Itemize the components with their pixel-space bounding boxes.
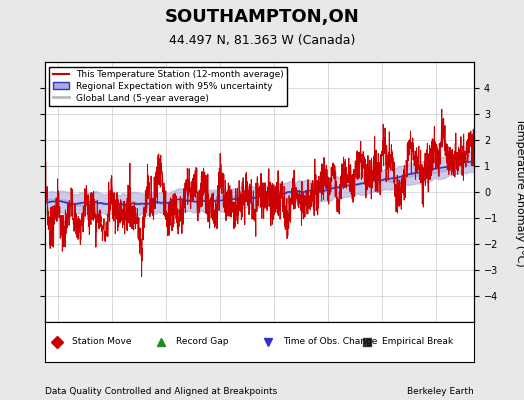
Text: Data Quality Controlled and Aligned at Breakpoints: Data Quality Controlled and Aligned at B… bbox=[45, 387, 277, 396]
Regional Expectation with 95% uncertainty bbox=[41, 200, 48, 204]
Global Land (5-year average) bbox=[452, 165, 458, 170]
This Temperature Station (12-month average) bbox=[474, 136, 480, 141]
Global Land (5-year average) bbox=[41, 198, 48, 203]
This Temperature Station (12-month average) bbox=[151, 174, 157, 179]
Global Land (5-year average) bbox=[166, 200, 172, 205]
Regional Expectation with 95% uncertainty bbox=[117, 202, 123, 207]
This Temperature Station (12-month average) bbox=[41, 179, 48, 184]
Text: Empirical Break: Empirical Break bbox=[382, 338, 453, 346]
This Temperature Station (12-month average) bbox=[439, 107, 445, 112]
Regional Expectation with 95% uncertainty bbox=[452, 161, 458, 166]
Global Land (5-year average) bbox=[396, 178, 402, 182]
Global Land (5-year average) bbox=[322, 186, 329, 191]
Legend: This Temperature Station (12-month average), Regional Expectation with 95% uncer: This Temperature Station (12-month avera… bbox=[49, 66, 288, 106]
Global Land (5-year average) bbox=[130, 200, 137, 205]
Line: Global Land (5-year average): Global Land (5-year average) bbox=[45, 163, 474, 206]
This Temperature Station (12-month average) bbox=[199, 181, 205, 186]
This Temperature Station (12-month average) bbox=[138, 274, 145, 279]
This Temperature Station (12-month average) bbox=[182, 194, 188, 199]
Global Land (5-year average) bbox=[471, 162, 477, 167]
This Temperature Station (12-month average) bbox=[450, 152, 456, 157]
Global Land (5-year average) bbox=[282, 190, 288, 195]
Text: Record Gap: Record Gap bbox=[176, 338, 228, 346]
This Temperature Station (12-month average) bbox=[448, 161, 454, 166]
Text: Station Move: Station Move bbox=[72, 338, 132, 346]
Regional Expectation with 95% uncertainty bbox=[166, 200, 172, 205]
This Temperature Station (12-month average) bbox=[269, 181, 275, 186]
Global Land (5-year average) bbox=[468, 160, 475, 165]
Regional Expectation with 95% uncertainty bbox=[471, 159, 477, 164]
Regional Expectation with 95% uncertainty bbox=[130, 201, 137, 206]
Regional Expectation with 95% uncertainty bbox=[322, 188, 329, 193]
Regional Expectation with 95% uncertainty bbox=[282, 191, 288, 196]
Global Land (5-year average) bbox=[82, 203, 88, 208]
Text: Time of Obs. Change: Time of Obs. Change bbox=[283, 338, 377, 346]
Text: SOUTHAMPTON,ON: SOUTHAMPTON,ON bbox=[165, 8, 359, 26]
Line: Regional Expectation with 95% uncertainty: Regional Expectation with 95% uncertaint… bbox=[45, 161, 474, 205]
Text: Berkeley Earth: Berkeley Earth bbox=[408, 387, 474, 396]
Line: This Temperature Station (12-month average): This Temperature Station (12-month avera… bbox=[45, 109, 477, 276]
Text: 44.497 N, 81.363 W (Canada): 44.497 N, 81.363 W (Canada) bbox=[169, 34, 355, 47]
Regional Expectation with 95% uncertainty bbox=[396, 175, 402, 180]
Y-axis label: Temperature Anomaly (°C): Temperature Anomaly (°C) bbox=[515, 118, 524, 266]
